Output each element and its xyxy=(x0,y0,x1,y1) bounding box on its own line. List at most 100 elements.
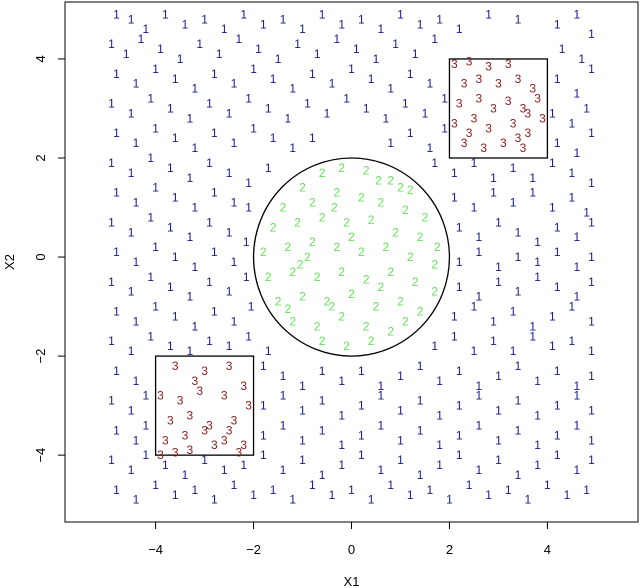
point-class-2: 2 xyxy=(309,235,316,249)
point-class-1: 1 xyxy=(397,404,404,418)
region-outlines xyxy=(154,58,549,456)
point-class-1: 1 xyxy=(417,423,424,437)
point-class-2: 2 xyxy=(331,201,338,215)
y-axis-label: X2 xyxy=(2,254,17,270)
point-class-2: 2 xyxy=(338,161,345,175)
point-class-1: 1 xyxy=(564,488,571,502)
point-class-1: 1 xyxy=(231,136,238,150)
point-class-1: 1 xyxy=(534,235,541,249)
point-class-2: 2 xyxy=(304,250,311,264)
point-class-1: 1 xyxy=(167,101,174,115)
point-class-1: 1 xyxy=(569,300,576,314)
point-class-1: 1 xyxy=(554,280,561,294)
point-class-1: 1 xyxy=(554,17,561,31)
point-class-1: 1 xyxy=(338,438,345,452)
point-class-1: 1 xyxy=(475,230,482,244)
point-class-1: 1 xyxy=(289,141,296,155)
point-class-1: 1 xyxy=(573,463,580,477)
point-class-1: 1 xyxy=(456,364,463,378)
point-class-1: 1 xyxy=(226,166,233,180)
point-class-3: 3 xyxy=(515,131,522,145)
point-class-1: 1 xyxy=(524,493,531,507)
point-class-1: 1 xyxy=(392,37,399,51)
rect-region xyxy=(154,355,255,456)
point-class-1: 1 xyxy=(588,126,595,140)
point-class-3: 3 xyxy=(177,394,184,408)
point-class-1: 1 xyxy=(333,32,340,46)
point-class-1: 1 xyxy=(113,67,120,81)
point-class-1: 1 xyxy=(343,92,350,106)
point-class-1: 1 xyxy=(201,12,208,26)
point-class-1: 1 xyxy=(142,22,149,36)
point-class-1: 1 xyxy=(182,17,189,31)
point-class-1: 1 xyxy=(167,339,174,353)
point-class-1: 1 xyxy=(128,344,135,358)
point-class-1: 1 xyxy=(260,448,267,462)
point-class-3: 3 xyxy=(500,136,507,150)
point-class-1: 1 xyxy=(187,344,194,358)
y-axis: −4 −2 0 2 4 xyxy=(33,55,65,463)
point-class-1: 1 xyxy=(299,453,306,467)
point-class-1: 1 xyxy=(495,433,502,447)
point-class-2: 2 xyxy=(368,334,375,348)
point-class-1: 1 xyxy=(427,141,434,155)
point-class-1: 1 xyxy=(206,334,213,348)
point-class-3: 3 xyxy=(485,121,492,135)
point-class-1: 1 xyxy=(431,156,438,170)
point-class-1: 1 xyxy=(451,166,458,180)
point-class-1: 1 xyxy=(387,136,394,150)
point-class-1: 1 xyxy=(309,67,316,81)
point-class-1: 1 xyxy=(495,453,502,467)
point-class-1: 1 xyxy=(191,141,198,155)
point-class-1: 1 xyxy=(495,404,502,418)
point-class-1: 1 xyxy=(113,305,120,319)
point-class-1: 1 xyxy=(191,483,198,497)
point-class-1: 1 xyxy=(569,166,576,180)
point-class-1: 1 xyxy=(221,22,228,36)
point-class-1: 1 xyxy=(260,399,267,413)
point-class-1: 1 xyxy=(436,458,443,472)
point-class-2: 2 xyxy=(297,257,304,271)
point-class-1: 1 xyxy=(177,52,184,66)
point-class-1: 1 xyxy=(147,270,154,284)
point-class-1: 1 xyxy=(588,404,595,418)
point-class-1: 1 xyxy=(583,483,590,497)
point-class-1: 1 xyxy=(338,17,345,31)
point-class-1: 1 xyxy=(304,97,311,111)
point-class-3: 3 xyxy=(461,77,468,91)
point-class-1: 1 xyxy=(152,240,159,254)
point-class-1: 1 xyxy=(588,314,595,328)
point-class-1: 1 xyxy=(240,7,247,21)
point-class-2: 2 xyxy=(378,280,385,294)
point-class-1: 1 xyxy=(152,478,159,492)
point-class-1: 1 xyxy=(358,428,365,442)
point-class-1: 1 xyxy=(534,270,541,284)
point-class-1: 1 xyxy=(108,37,115,51)
point-class-1: 1 xyxy=(152,62,159,76)
point-class-1: 1 xyxy=(284,111,291,125)
point-class-1: 1 xyxy=(431,339,438,353)
point-class-1: 1 xyxy=(142,448,149,462)
point-class-1: 1 xyxy=(280,369,287,383)
point-class-2: 2 xyxy=(375,173,382,187)
point-class-1: 1 xyxy=(573,146,580,160)
point-class-2: 2 xyxy=(431,257,438,271)
point-class-1: 1 xyxy=(206,275,213,289)
point-class-1: 1 xyxy=(240,458,247,472)
point-class-1: 1 xyxy=(475,245,482,259)
point-class-3: 3 xyxy=(490,101,497,115)
point-class-1: 1 xyxy=(108,334,115,348)
point-class-1: 1 xyxy=(133,77,140,91)
point-class-1: 1 xyxy=(299,404,306,418)
point-class-1: 1 xyxy=(510,344,517,358)
point-class-1: 1 xyxy=(554,364,561,378)
point-class-1: 1 xyxy=(569,334,576,348)
point-class-1: 1 xyxy=(554,448,561,462)
point-class-1: 1 xyxy=(485,488,492,502)
point-class-1: 1 xyxy=(191,260,198,274)
point-class-3: 3 xyxy=(505,94,512,108)
x-tick-label: 4 xyxy=(544,542,551,557)
point-class-1: 1 xyxy=(515,225,522,239)
point-class-1: 1 xyxy=(436,409,443,423)
point-class-1: 1 xyxy=(226,106,233,120)
